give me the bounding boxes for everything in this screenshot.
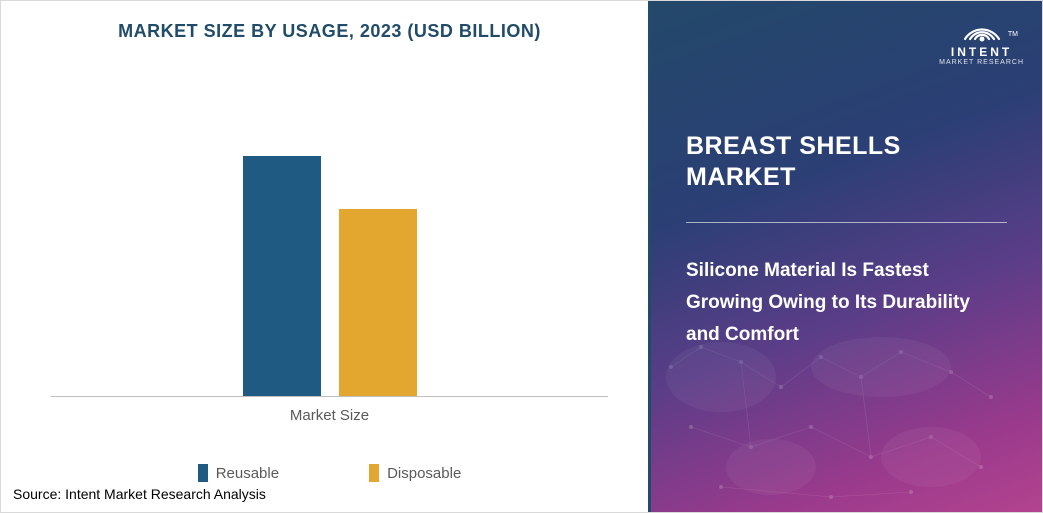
bars-container [51,72,608,397]
divider [686,222,1007,223]
legend-item-disposable: Disposable [369,464,461,482]
brand-logo: TM INTENT MARKET RESEARCH [939,13,1024,66]
bar-disposable [339,209,417,396]
bar-reusable [243,156,321,396]
source-text: Source: Intent Market Research Analysis [13,486,266,502]
legend-label: Reusable [216,465,279,482]
plot-area: Market Size Reusable Disposable [51,72,608,482]
legend-swatch [198,464,208,482]
x-axis-label: Market Size [51,407,608,424]
highlight-panel: TM INTENT MARKET RESEARCH BREAST SHELLS … [651,1,1042,512]
market-title-line2: MARKET [686,163,796,191]
logo-text: INTENT [951,45,1012,59]
chart-title: MARKET SIZE BY USAGE, 2023 (USD BILLION) [51,21,608,42]
infographic-frame: MARKET SIZE BY USAGE, 2023 (USD BILLION)… [0,0,1043,513]
chart-panel: MARKET SIZE BY USAGE, 2023 (USD BILLION)… [1,1,651,512]
highlight-text: Silicone Material Is Fastest Growing Owi… [686,255,986,352]
legend: Reusable Disposable [51,464,608,482]
market-title-line1: BREAST SHELLS [686,132,901,160]
legend-label: Disposable [387,465,461,482]
logo-tm: TM [1008,31,1018,38]
market-title: BREAST SHELLS MARKET [686,131,966,194]
logo-subtext: MARKET RESEARCH [939,59,1024,66]
logo-icon [959,13,1005,43]
legend-swatch [369,464,379,482]
legend-item-reusable: Reusable [198,464,279,482]
